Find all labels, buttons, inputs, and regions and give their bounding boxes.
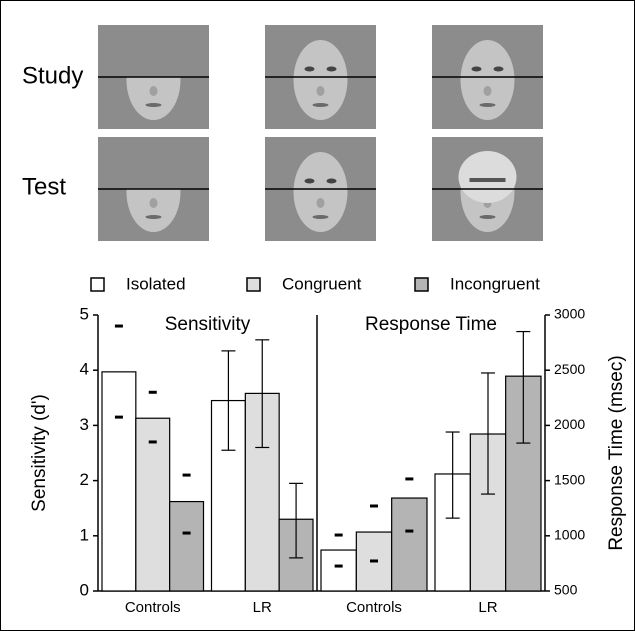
mouth bbox=[480, 215, 496, 219]
error-dash bbox=[183, 474, 191, 477]
error-dash bbox=[370, 559, 378, 562]
bar bbox=[321, 550, 356, 591]
error-dash bbox=[183, 532, 191, 535]
mask bbox=[98, 137, 209, 189]
bar bbox=[102, 372, 136, 591]
other-eyes bbox=[470, 178, 506, 182]
nose bbox=[150, 86, 158, 96]
bar bbox=[392, 498, 427, 591]
legend-label: Incongruent bbox=[450, 274, 540, 293]
legend-swatch bbox=[247, 278, 260, 291]
eye bbox=[305, 67, 315, 72]
error-dash bbox=[405, 477, 413, 480]
face bbox=[461, 40, 515, 120]
x-tick-label: Controls bbox=[346, 599, 402, 616]
row-label: Test bbox=[22, 173, 66, 200]
error-dash bbox=[335, 565, 343, 568]
x-tick-label: LR bbox=[478, 599, 497, 616]
error-dash bbox=[370, 504, 378, 507]
legend-label: Congruent bbox=[282, 274, 362, 293]
eye bbox=[327, 67, 337, 72]
eye bbox=[472, 67, 482, 72]
mouth bbox=[313, 103, 329, 107]
legend-label: Isolated bbox=[126, 274, 186, 293]
figure: Study Test Isolated Congruent Incongruent 0… bbox=[0, 0, 635, 631]
x-tick-label: LR bbox=[253, 599, 272, 616]
bar bbox=[136, 418, 170, 591]
row-label: Study bbox=[22, 62, 83, 89]
face bbox=[294, 40, 348, 120]
error-dash bbox=[149, 440, 157, 443]
y-tick-label: 500 bbox=[554, 582, 578, 598]
y-tick-label: 4 bbox=[80, 360, 89, 379]
y-tick-label: 3 bbox=[80, 415, 89, 434]
mouth bbox=[480, 103, 496, 107]
panel-title: Response Time bbox=[365, 314, 497, 335]
mouth bbox=[146, 103, 162, 107]
legend-swatch bbox=[91, 278, 104, 291]
mouth bbox=[146, 215, 162, 219]
y-axis-label: Response Time (msec) bbox=[606, 355, 627, 550]
y-tick-label: 2000 bbox=[554, 416, 585, 432]
eye bbox=[327, 179, 337, 184]
x-tick-label: Controls bbox=[125, 599, 181, 616]
error-dash bbox=[335, 534, 343, 537]
nose bbox=[484, 86, 492, 96]
y-tick-label: 3000 bbox=[554, 306, 585, 322]
mask bbox=[98, 25, 209, 77]
legend-swatch bbox=[415, 278, 428, 291]
y-tick-label: 2 bbox=[80, 470, 89, 489]
y-tick-label: 5 bbox=[80, 304, 89, 323]
y-tick-label: 1500 bbox=[554, 471, 585, 487]
error-dash bbox=[405, 530, 413, 533]
face bbox=[294, 152, 348, 232]
y-axis-label: Sensitivity (d') bbox=[29, 394, 50, 512]
panel-title: Sensitivity bbox=[165, 314, 251, 335]
nose bbox=[317, 86, 325, 96]
y-tick-label: 0 bbox=[80, 580, 89, 599]
other-top bbox=[459, 151, 517, 203]
eye bbox=[494, 67, 504, 72]
mouth bbox=[313, 215, 329, 219]
nose bbox=[317, 198, 325, 208]
y-tick-label: 1 bbox=[80, 525, 89, 544]
bar bbox=[170, 502, 204, 591]
y-tick-label: 2500 bbox=[554, 361, 585, 377]
eye bbox=[305, 179, 315, 184]
error-dash bbox=[149, 391, 157, 394]
y-tick-label: 1000 bbox=[554, 527, 585, 543]
error-dash bbox=[115, 416, 123, 419]
nose bbox=[150, 198, 158, 208]
error-dash bbox=[115, 325, 123, 328]
